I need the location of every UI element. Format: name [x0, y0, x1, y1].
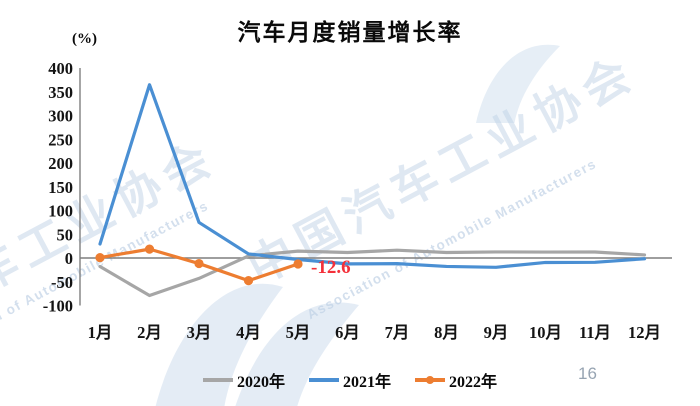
x-axis-month-label: 2月 [137, 323, 162, 342]
chart-canvas: 400 350 300 250 200 150 100 50 0 -50 -100 1月 2月 3月 4月 5… [43, 59, 672, 342]
x-axis-month-label: 12月 [628, 323, 661, 342]
x-axis-month-label: 10月 [529, 323, 562, 342]
annotation-data-label: -12.6 [311, 257, 351, 278]
y-axis-tick-label: 0 [65, 249, 73, 268]
x-axis-month-label: 5月 [286, 323, 311, 342]
data-point-marker [144, 244, 155, 254]
series-line-2021年 [98, 83, 647, 269]
y-axis-tick-label: 150 [48, 178, 73, 197]
y-axis-tick-label: -100 [43, 297, 73, 316]
legend-label: 2020年 [236, 374, 285, 391]
x-axis-month-label: 3月 [187, 323, 212, 342]
x-axis-month-label: 6月 [335, 323, 360, 342]
page-number: 16 [578, 364, 597, 383]
legend-label: 2021年 [342, 374, 391, 391]
x-axis-month-label: 1月 [88, 323, 113, 342]
legend-label: 2022年 [449, 374, 498, 391]
data-point-marker [194, 258, 204, 269]
legend: 2020年 2021年 2022年 [0, 368, 700, 392]
legend-line-marker-swatch [415, 376, 445, 385]
y-axis-tick-label: 100 [48, 202, 73, 221]
legend-line-swatch [202, 376, 233, 385]
y-axis-tick-label: -50 [51, 273, 73, 292]
x-axis-month-label: 8月 [434, 323, 459, 342]
y-axis-tick-label: 200 [48, 154, 73, 173]
legend-item-2020: 2020年 [202, 368, 285, 392]
x-axis-month-label: 4月 [236, 323, 261, 342]
data-point-marker [95, 252, 105, 263]
page-title: 汽车月度销量增长率 [237, 20, 463, 45]
data-point-marker [293, 259, 303, 269]
x-axis-month-label: 7月 [385, 323, 410, 342]
x-axis-month-label: 9月 [484, 323, 509, 342]
x-axis-month-label: 11月 [579, 323, 611, 342]
y-axis-tick-label: 50 [57, 225, 74, 244]
series-line-2020年 [98, 248, 647, 298]
legend-item-2021: 2021年 [308, 368, 391, 392]
y-axis-tick-label: 250 [48, 130, 73, 149]
y-axis-tick-label: 350 [48, 83, 73, 102]
y-axis-tick-label: 400 [48, 59, 73, 78]
legend-item-2022: 2022年 [415, 368, 497, 392]
data-point-marker [243, 276, 254, 286]
y-axis-unit-label: (%) [72, 31, 97, 47]
legend-line-swatch [308, 376, 339, 385]
y-axis-tick-label: 300 [48, 107, 73, 126]
